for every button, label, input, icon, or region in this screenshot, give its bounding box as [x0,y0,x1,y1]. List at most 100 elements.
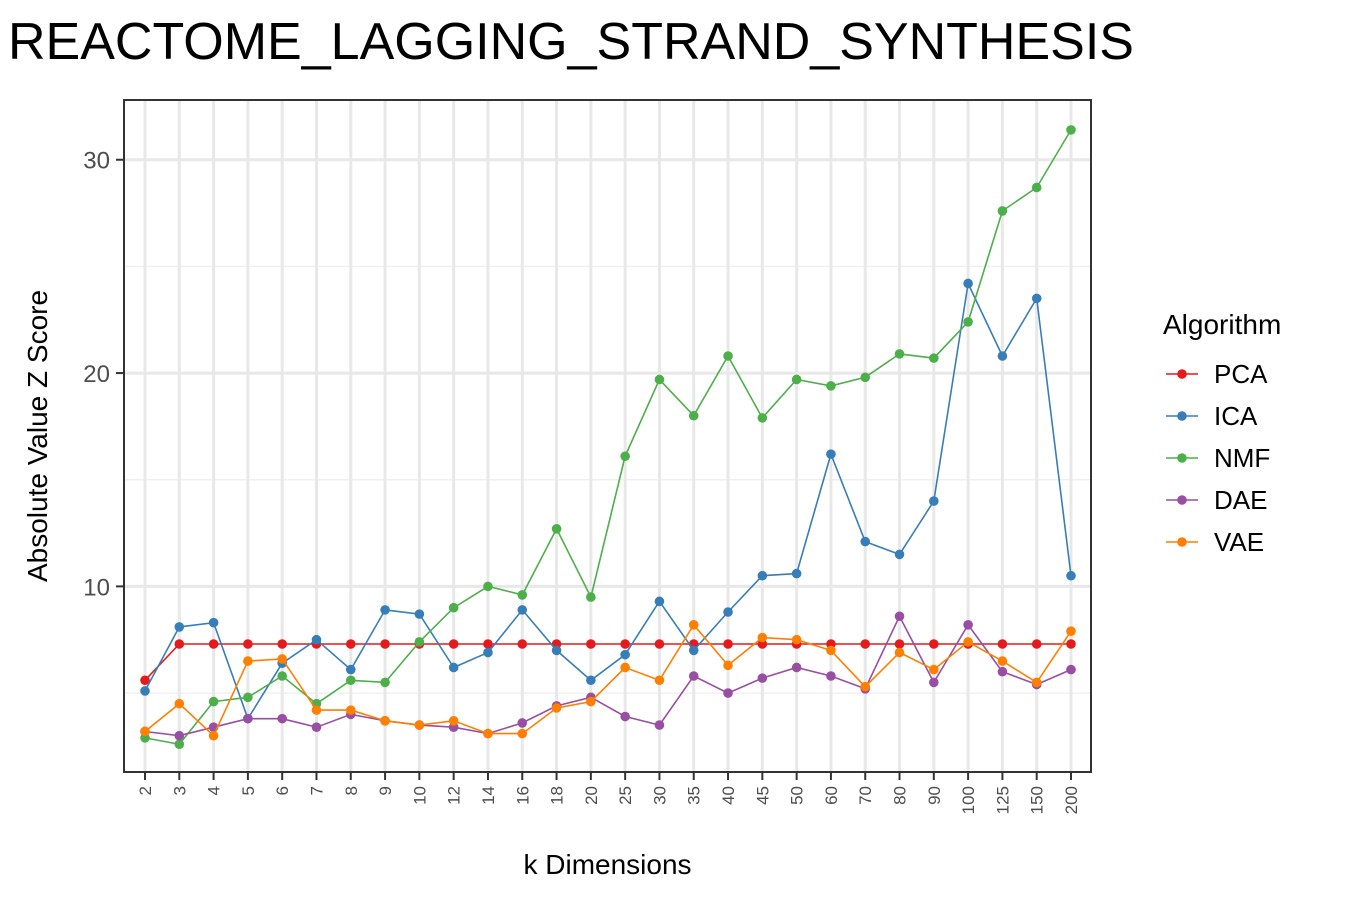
data-point [654,675,665,686]
data-point [414,720,425,730]
data-point [826,449,836,459]
data-point [345,639,356,649]
data-point [826,671,836,681]
legend-item-nmf: NMF [1166,443,1270,473]
data-point [929,664,939,675]
data-point [894,639,905,649]
x-tick-label: 2 [136,786,155,795]
data-point [1031,677,1042,688]
data-point [894,647,905,658]
data-point [791,662,802,673]
x-tick-label: 70 [856,786,875,805]
legend-label: NMF [1214,443,1270,473]
data-point [243,656,253,666]
x-tick-label: 9 [376,786,395,795]
data-point [654,596,665,607]
data-point [688,645,699,656]
data-point [448,662,459,673]
data-point [345,705,356,715]
data-point [517,605,528,615]
x-tick-label: 100 [959,786,978,814]
data-point [1066,125,1076,135]
legend-item-pca: PCA [1166,359,1268,389]
x-tick-label: 16 [513,786,532,805]
data-point [620,662,630,673]
data-point [140,726,150,737]
data-point [483,728,493,739]
data-point [757,570,768,581]
data-point [894,549,905,560]
panel-border [123,99,1092,773]
legend-key-point [1177,495,1187,505]
data-point [1031,182,1042,193]
x-tick-label: 50 [788,786,807,805]
data-point [414,637,425,647]
data-point [140,675,150,686]
data-point [208,639,219,649]
data-point [277,671,287,681]
x-tick-label: 45 [753,786,772,805]
data-point [1066,664,1076,675]
data-point [654,720,665,730]
data-point [414,609,425,619]
data-point [174,730,185,741]
legend: Algorithm PCA ICA NMF DAE VAE [1163,309,1281,557]
y-tick-label: 20 [83,361,110,388]
data-point [688,620,699,630]
plot-panel [124,100,1091,772]
data-point [517,718,528,728]
data-point [997,206,1008,216]
data-point [723,660,733,671]
data-point [277,713,287,724]
x-tick-label: 60 [822,786,841,805]
data-point [1031,639,1042,649]
data-point [345,675,356,686]
data-point [620,649,630,660]
data-point [997,656,1008,666]
data-point [380,677,390,688]
data-point [483,639,493,649]
data-point [174,739,185,750]
x-tick-label: 8 [342,786,361,795]
data-point [448,602,459,613]
data-point [208,617,219,628]
data-point [860,372,871,383]
series-line [144,614,1072,737]
x-tick-label: 10 [410,786,429,805]
x-axis-title: k Dimensions [523,849,691,880]
data-point [174,622,185,632]
data-point [791,568,802,579]
data-point [860,681,871,692]
data-point [620,451,630,462]
data-point [243,639,253,649]
y-axis-title: Absolute Value Z Score [22,290,53,582]
x-tick-label: 150 [1028,786,1047,814]
data-point [345,664,356,675]
data-point [1031,293,1042,304]
x-tick-label: 200 [1062,786,1081,814]
series-line [144,280,1072,721]
data-point [311,705,322,715]
x-tick-label: 12 [445,786,464,805]
legend-key-point [1177,453,1187,463]
chart-title: REACTOME_LAGGING_STRAND_SYNTHESIS [8,13,1134,71]
data-point [894,611,905,622]
legend-label: PCA [1214,359,1268,389]
data-point [311,634,322,645]
series-ica [140,278,1076,724]
data-point [929,353,939,363]
data-point [243,692,253,703]
data-point [448,716,459,726]
data-point [517,590,528,600]
data-point [208,730,219,741]
data-point [311,722,322,732]
data-point [586,639,596,649]
data-point [654,374,665,385]
data-point [929,677,939,688]
data-point [174,639,185,649]
data-point [757,632,768,643]
x-tick-label: 4 [205,786,224,795]
x-tick-label: 125 [993,786,1012,814]
